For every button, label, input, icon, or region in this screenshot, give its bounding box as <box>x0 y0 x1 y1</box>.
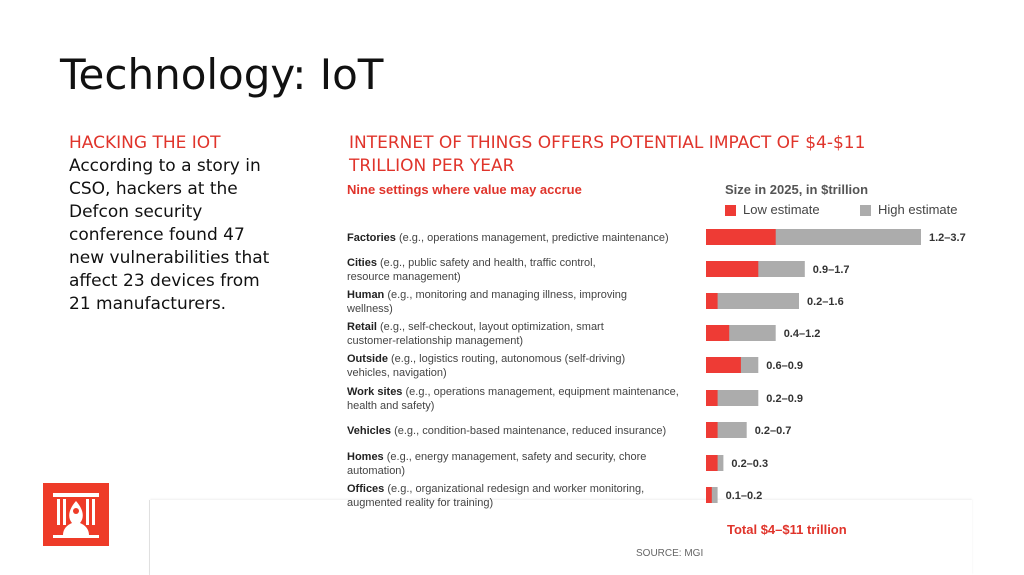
bar-value-label: 1.2–3.7 <box>929 232 966 244</box>
bar-high <box>706 293 799 309</box>
category-name: Cities <box>347 257 380 269</box>
category-name: Homes <box>347 451 387 463</box>
category-label: Offices (e.g., organizational redesign a… <box>347 483 644 509</box>
category-desc: (e.g., organizational redesign and worke… <box>387 483 644 495</box>
chart-rows: Factories (e.g., operations management, … <box>346 229 966 509</box>
bar-value-label: 0.1–0.2 <box>726 490 763 502</box>
bar-value-label: 0.2–0.9 <box>766 393 803 405</box>
legend-label-low: Low estimate <box>743 202 820 217</box>
category-desc: wellness) <box>346 303 393 315</box>
category-name: Human <box>347 289 387 301</box>
category-desc: (e.g., monitoring and managing illness, … <box>387 289 627 301</box>
bar-low <box>706 455 718 471</box>
category-desc: augmented reality for training) <box>347 497 493 509</box>
chart-title: Nine settings where value may accrue <box>347 182 582 197</box>
chart-subtitle: Size in 2025, in $trillion <box>725 182 868 197</box>
chart-heading: INTERNET OF THINGS OFFERS POTENTIAL IMPA… <box>349 133 866 176</box>
category-label: Factories (e.g., operations management, … <box>347 232 669 244</box>
chart-total: Total $4–$11 trillion <box>727 522 847 537</box>
bar-value-label: 0.6–0.9 <box>766 360 803 372</box>
category-label: Human (e.g., monitoring and managing ill… <box>346 289 627 315</box>
category-label: Outside (e.g., logistics routing, autono… <box>347 353 625 379</box>
category-label: Homes (e.g., energy management, safety a… <box>347 451 646 477</box>
slide-title: Technology: IoT <box>60 50 384 99</box>
category-label: Cities (e.g., public safety and health, … <box>347 257 596 283</box>
bar-low <box>706 357 741 373</box>
legend-swatch-high <box>860 205 871 216</box>
category-name: Vehicles <box>347 425 394 437</box>
category-desc: health and safety) <box>347 400 434 412</box>
bar-value-label: 0.2–1.6 <box>807 296 844 308</box>
bar-low <box>706 293 718 309</box>
category-label: Vehicles (e.g., condition-based maintena… <box>347 425 666 437</box>
bar-low <box>706 229 776 245</box>
bar-low <box>706 487 712 503</box>
legend-label-high: High estimate <box>878 202 957 217</box>
category-desc: (e.g., condition-based maintenance, redu… <box>394 425 666 437</box>
category-desc: vehicles, navigation) <box>347 367 447 379</box>
category-name: Factories <box>347 232 399 244</box>
category-desc: (e.g., self-checkout, layout optimizatio… <box>380 321 604 333</box>
category-name: Work sites <box>347 386 406 398</box>
category-desc: (e.g., operations management, predictive… <box>399 232 669 244</box>
bar-value-label: 0.2–0.7 <box>755 425 792 437</box>
category-desc: (e.g., logistics routing, autonomous (se… <box>391 353 625 365</box>
bar-low <box>706 390 718 406</box>
bar-value-label: 0.2–0.3 <box>731 458 768 470</box>
category-label: Work sites (e.g., operations management,… <box>347 386 679 412</box>
bar-value-label: 0.9–1.7 <box>813 264 850 276</box>
category-desc: (e.g., operations management, equipment … <box>406 386 679 398</box>
category-label: Retail (e.g., self-checkout, layout opti… <box>347 321 604 347</box>
category-desc: automation) <box>347 465 405 477</box>
left-heading: HACKING THE IOT <box>69 133 221 153</box>
category-desc: resource management) <box>347 271 461 283</box>
legend-swatch-low <box>725 205 736 216</box>
category-name: Offices <box>347 483 387 495</box>
aia-logo-icon <box>43 483 109 546</box>
bar-low <box>706 261 759 277</box>
bar-low <box>706 325 730 341</box>
bar-high <box>706 390 759 406</box>
aia-logo-glyph-icon <box>53 493 99 538</box>
bar-value-label: 0.4–1.2 <box>784 328 821 340</box>
bar-low <box>706 422 718 438</box>
category-desc: customer-relationship management) <box>347 335 523 347</box>
category-name: Retail <box>347 321 380 333</box>
hacking-text-block: HACKING THE IOT According to a story in … <box>69 132 284 316</box>
category-desc: (e.g., public safety and health, traffic… <box>380 257 596 269</box>
category-desc: (e.g., energy management, safety and sec… <box>387 451 647 463</box>
left-body: According to a story in CSO, hackers at … <box>69 156 270 314</box>
chart-source: SOURCE: MGI <box>636 548 703 559</box>
bottom-panel <box>150 500 972 575</box>
category-name: Outside <box>347 353 391 365</box>
